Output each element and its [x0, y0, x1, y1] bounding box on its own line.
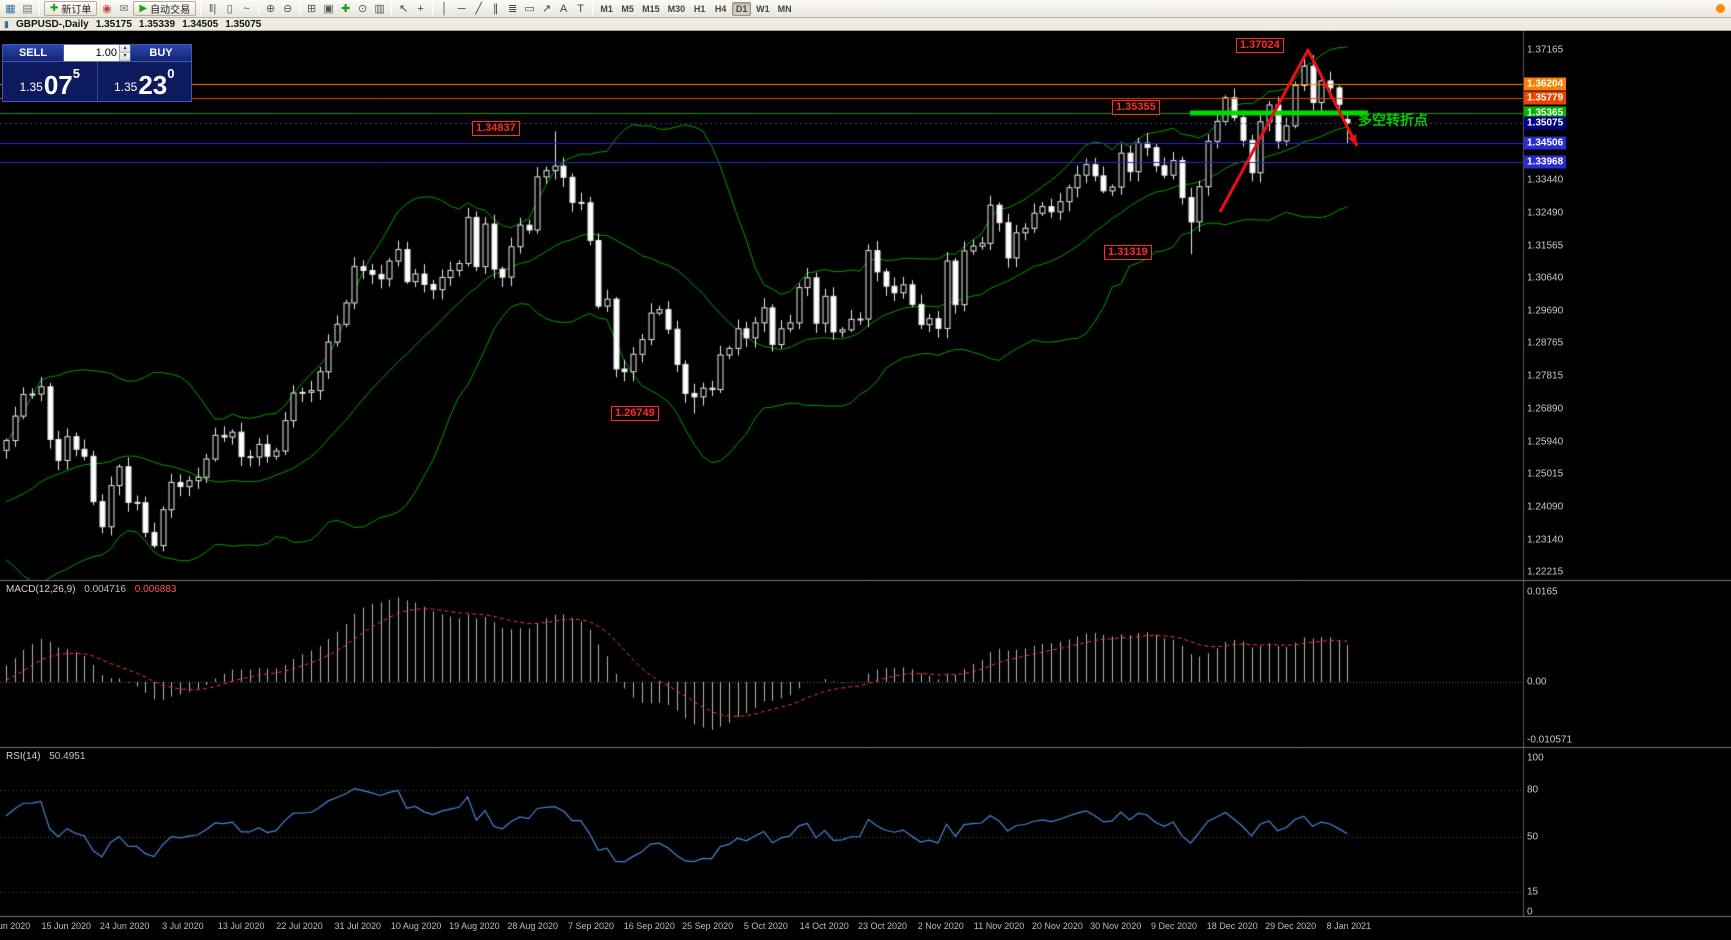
cascade-windows-icon[interactable]: ▣ [323, 3, 334, 15]
templates-icon[interactable]: ▥ [374, 3, 385, 15]
volume-stepper: ▴ ▾ [119, 45, 130, 61]
macd-name: MACD(12,26,9) [6, 584, 76, 595]
toolbar-separator [258, 2, 260, 15]
timeframe-h4[interactable]: H4 [714, 3, 727, 14]
buy-price-pip: 0 [167, 66, 175, 81]
tile-windows-icon[interactable]: ⊞ [306, 3, 317, 15]
buy-price-display[interactable]: 1.35 23 0 [96, 62, 192, 101]
sell-price-display[interactable]: 1.35 07 5 [3, 62, 97, 101]
price-annotation-label[interactable]: 1.26749 [611, 406, 659, 421]
rsi-value: 50.4951 [49, 751, 86, 762]
autotrading-button[interactable]: ▶ 自动交易 [133, 1, 197, 16]
volume-input[interactable] [64, 45, 119, 61]
vertical-line-icon[interactable]: │ [441, 2, 449, 15]
ohlc-high: 1.35339 [138, 18, 176, 30]
horizontal-line-icon[interactable]: ─ [457, 2, 466, 15]
toolbar-separator [299, 2, 301, 15]
main-toolbar: ▦ ▤ ✚ 新订单 ◉ ✉ ▶ 自动交易 ‖| ▯ ~ ⊕ ⊖ ⊞ ▣ ✚ ⊙ ▥ ↖ + │ ─ ╱ ∥ ≣ ▭ ↗ A T M1 M5 M… [0, 0, 1731, 18]
ohlc-low: 1.34505 [182, 18, 219, 30]
symbol-period-label: GBPUSD-,Daily [15, 18, 89, 30]
candlestick-chart-icon[interactable]: ▯ [226, 3, 233, 15]
sell-price-small: 1.35 [19, 80, 43, 94]
ohlc-open: 1.35175 [95, 18, 132, 30]
shapes-icon[interactable]: ▭ [524, 3, 535, 15]
timeframe-m5[interactable]: M5 [621, 3, 634, 14]
timeframe-h1[interactable]: H1 [693, 3, 706, 14]
sell-price-big: 07 [43, 70, 73, 100]
macd-signal-value: 0.006883 [134, 584, 177, 595]
timeframe-w1[interactable]: W1 [756, 3, 770, 14]
profiles-icon[interactable]: ▤ [22, 3, 33, 15]
mailbox-icon[interactable]: ✉ [119, 3, 129, 15]
timeframe-m1[interactable]: M1 [600, 3, 613, 14]
bull-bear-turning-point-note[interactable]: 多空转折点 [1358, 112, 1428, 128]
bar-chart-icon[interactable]: ‖| [208, 2, 217, 15]
timeframe-m15[interactable]: M15 [642, 3, 660, 14]
toolbar-separator [200, 2, 202, 15]
label-tool-icon[interactable]: T [577, 2, 584, 15]
price-annotation-label[interactable]: 1.31319 [1104, 245, 1152, 260]
cursor-icon[interactable]: ↖ [398, 3, 409, 15]
alerts-icon[interactable]: ◉ [102, 3, 112, 15]
toolbar-separator [39, 2, 40, 15]
indicators-icon[interactable]: ✚ [340, 3, 351, 15]
new-order-button[interactable]: ✚ 新订单 [44, 1, 98, 16]
buy-price-big: 23 [138, 70, 168, 100]
volume-down-button[interactable]: ▾ [119, 53, 130, 61]
new-order-button-icon: ✚ [50, 3, 59, 14]
periods-icon[interactable]: ⊙ [357, 3, 368, 15]
price-annotation-label[interactable]: 1.35355 [1112, 100, 1160, 115]
sell-button[interactable]: SELL [2, 44, 64, 62]
timeframe-m30[interactable]: M30 [667, 3, 686, 14]
timeframe-d1[interactable]: D1 [732, 1, 752, 16]
macd-indicator-label: MACD(12,26,9) 0.004716 0.006883 [6, 584, 176, 595]
toolbar-separator [391, 2, 393, 15]
arrow-tool-icon[interactable]: ↗ [541, 3, 552, 15]
sell-price-pip: 5 [72, 66, 80, 81]
channel-icon[interactable]: ∥ [492, 3, 499, 15]
macd-main-value: 0.004716 [84, 584, 126, 595]
zoom-in-icon[interactable]: ⊕ [265, 3, 276, 15]
chart-window-icon: ▮ [4, 18, 9, 29]
toolbar-separator [432, 2, 434, 15]
fibonacci-icon[interactable]: ≣ [507, 3, 518, 15]
toolbar-separator [592, 2, 594, 15]
new-chart-icon[interactable]: ▦ [5, 3, 16, 15]
crosshair-icon[interactable]: + [417, 2, 424, 15]
price-annotation-label[interactable]: 1.37024 [1236, 38, 1284, 53]
rsi-name: RSI(14) [6, 751, 41, 762]
line-chart-icon[interactable]: ~ [243, 2, 250, 15]
volume-up-button[interactable]: ▴ [119, 45, 130, 53]
volume-field: ▴ ▾ [64, 44, 130, 62]
timeframe-mn[interactable]: MN [777, 3, 792, 14]
zoom-out-icon[interactable]: ⊖ [282, 3, 293, 15]
chart-title-bar: ▮ GBPUSD-,Daily 1.35175 1.35339 1.34505 … [0, 18, 1731, 31]
one-click-trading-panel: SELL ▴ ▾ BUY 1.35 07 5 1.35 23 0 [2, 44, 192, 102]
autotrading-button-icon: ▶ [139, 3, 148, 14]
buy-button[interactable]: BUY [130, 44, 192, 62]
ohlc-close: 1.35075 [225, 18, 262, 30]
trendline-icon[interactable]: ╱ [475, 3, 482, 15]
text-tool-icon[interactable]: A [559, 2, 568, 15]
price-annotation-label[interactable]: 1.34837 [472, 121, 520, 136]
buy-price-small: 1.35 [113, 80, 138, 94]
status-icon[interactable] [1716, 4, 1725, 13]
rsi-indicator-label: RSI(14) 50.4951 [6, 751, 85, 762]
